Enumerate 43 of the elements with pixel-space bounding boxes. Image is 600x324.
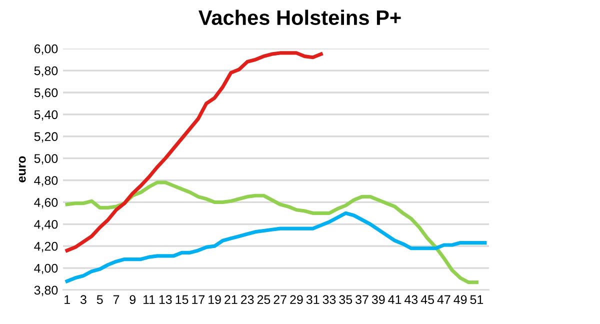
line-series (65, 211, 487, 284)
y-tick-label: 5,00 (34, 154, 58, 164)
x-tick-label: 3 (80, 295, 86, 304)
line-series (65, 180, 479, 284)
x-tick-label: 1 (64, 295, 70, 304)
y-tick-label: 4,00 (34, 264, 58, 274)
y-axis-title: euro (18, 156, 26, 182)
x-tick-label: 49 (454, 295, 467, 304)
line-series (65, 51, 323, 252)
y-tick-label: 4,60 (34, 198, 58, 208)
y-tick-label: 5,40 (34, 110, 58, 121)
y-tick-label: 3,80 (34, 286, 58, 296)
x-tick-label: 7 (113, 295, 120, 304)
x-tick-label: 23 (241, 295, 254, 304)
x-tick-label: 25 (257, 295, 270, 304)
x-tick-label: 43 (404, 295, 418, 304)
y-tick-label: 4,20 (34, 242, 58, 252)
x-tick-label: 33 (322, 295, 336, 304)
x-tick-label: 9 (130, 295, 136, 304)
x-tick-label: 31 (306, 295, 320, 304)
x-tick-label: 29 (290, 295, 303, 304)
x-tick-label: 35 (339, 295, 352, 304)
x-tick-label: 11 (143, 295, 155, 304)
y-tick-label: 6,00 (34, 44, 58, 55)
x-tick-label: 39 (372, 295, 385, 304)
x-tick-label: 51 (470, 295, 484, 304)
y-tick-label: 4,80 (34, 176, 58, 186)
y-tick-label: 4,40 (34, 220, 58, 230)
x-tick-label: 47 (437, 295, 450, 304)
y-tick-label: 5,80 (34, 66, 58, 77)
x-tick-label: 27 (274, 295, 286, 304)
x-tick-label: 17 (192, 295, 204, 304)
x-tick-label: 5 (96, 295, 103, 304)
x-tick-label: 13 (159, 295, 172, 304)
x-tick-label: 15 (176, 295, 188, 304)
x-tick-label: 21 (224, 295, 238, 304)
x-tick-label: 37 (356, 295, 368, 304)
chart-title: Vaches Holsteins P+ (198, 10, 401, 26)
x-tick-label: 19 (208, 295, 221, 304)
x-tick-label: 45 (420, 295, 434, 304)
y-tick-label: 5,60 (34, 88, 58, 99)
y-tick-label: 5,20 (34, 132, 58, 143)
x-tick-label: 41 (388, 295, 402, 304)
